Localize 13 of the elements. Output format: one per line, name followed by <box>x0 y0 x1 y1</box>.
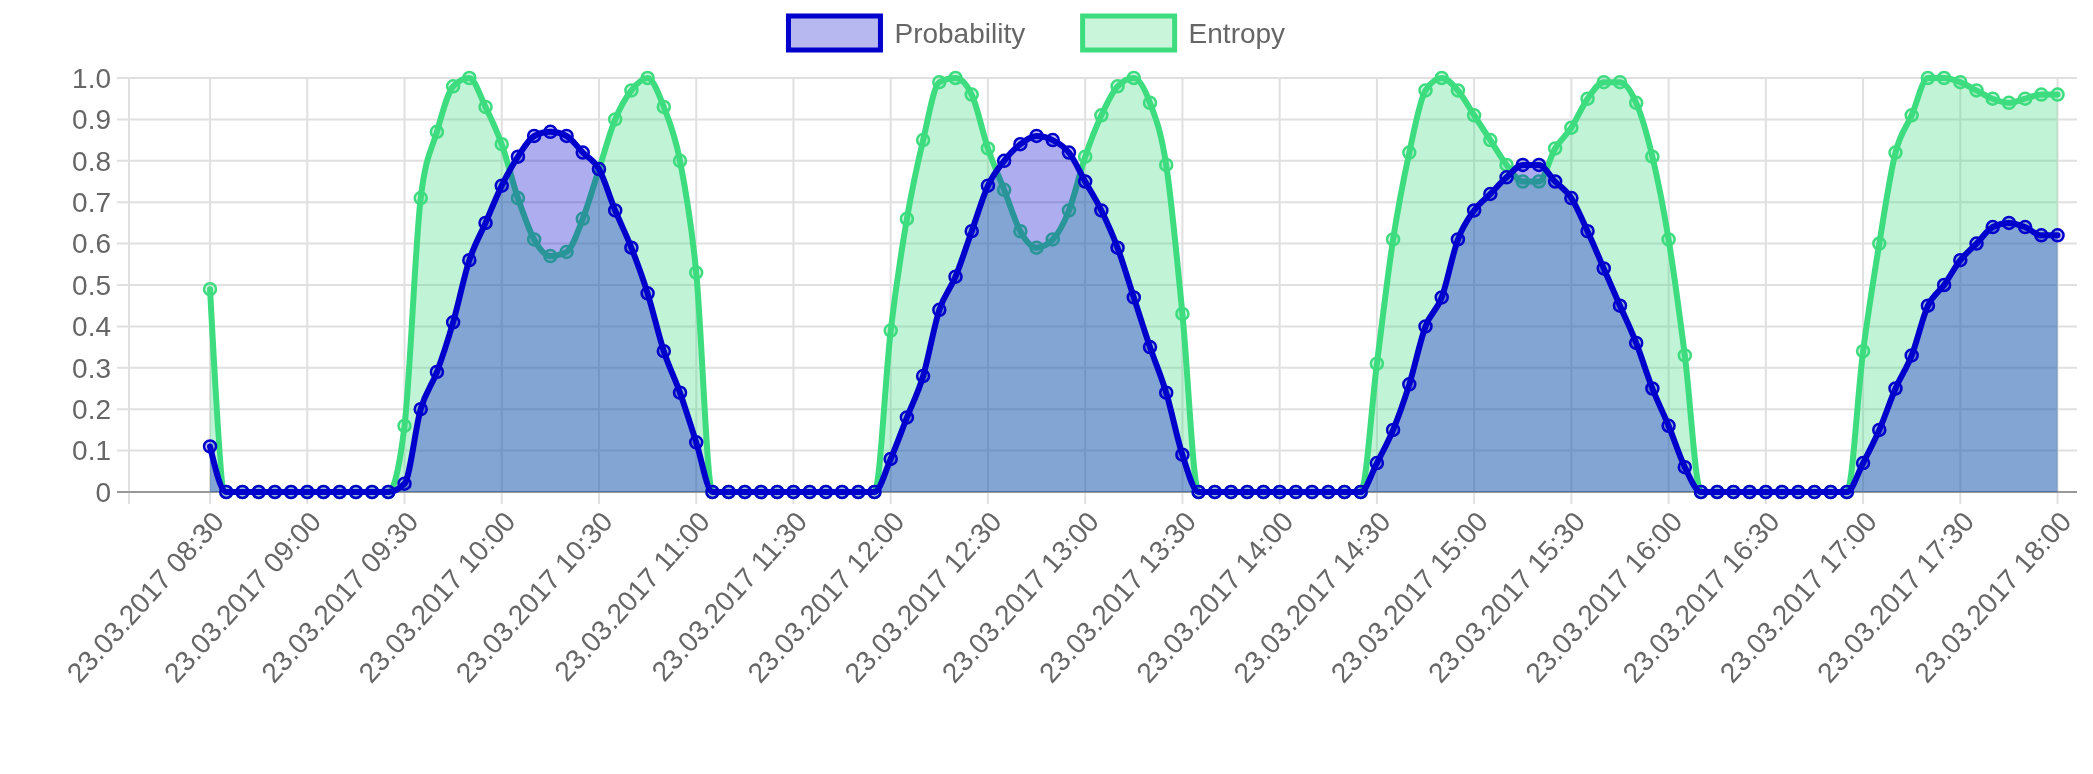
y-tick-label: 0.8 <box>72 145 111 177</box>
legend-label: Probability <box>894 17 1026 49</box>
y-tick-label: 0.7 <box>72 187 111 218</box>
y-tick-label: 0.2 <box>72 394 111 425</box>
legend-label: Entropy <box>1188 17 1286 49</box>
y-tick-label: 0.6 <box>72 228 111 260</box>
y-tick-label: 0 <box>95 476 111 508</box>
y-tick-label: 0.5 <box>72 269 111 301</box>
y-tick-label: 1.0 <box>72 62 111 94</box>
y-tick-label: 0.4 <box>72 311 111 343</box>
y-tick-label: 0.3 <box>72 352 111 384</box>
y-tick-label: 0.9 <box>72 104 111 136</box>
y-tick-label: 0.1 <box>72 435 111 467</box>
